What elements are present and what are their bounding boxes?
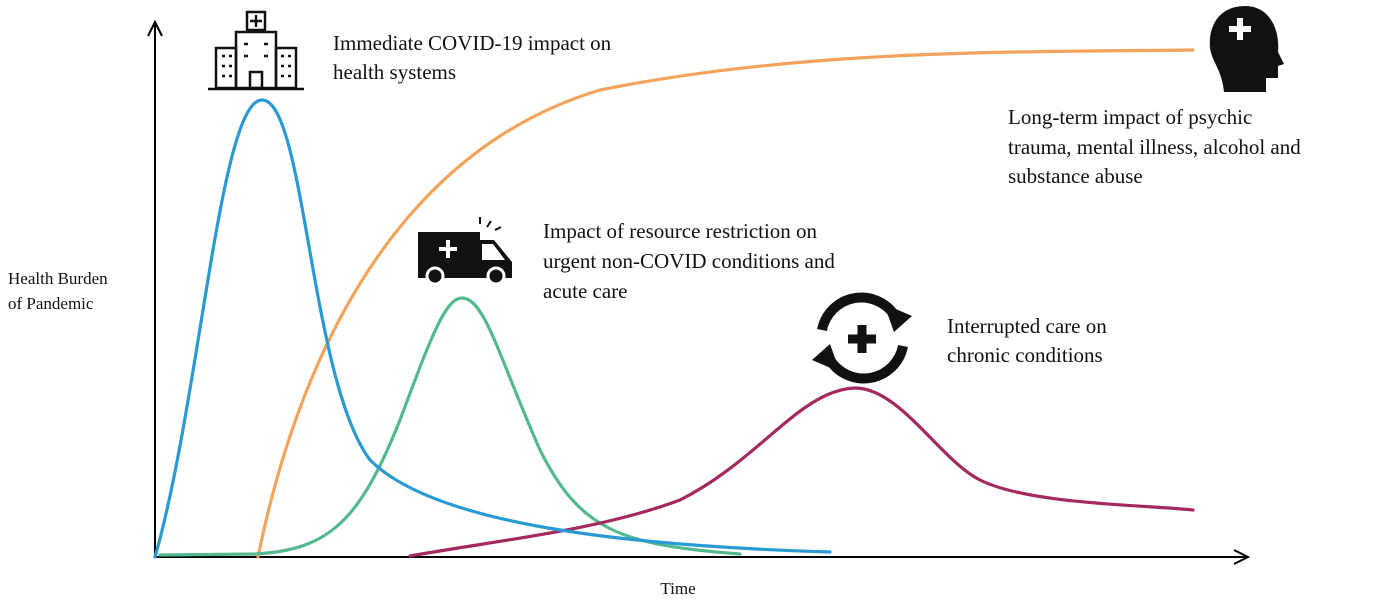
text-line: Immediate COVID-19 impact on [333,31,612,55]
text-line: trauma, mental illness, alcohol and [1008,135,1301,159]
text-line: Long-term impact of psychic [1008,105,1252,129]
x-axis-label: Time [660,579,695,598]
annotation: Immediate COVID-19 impact on health syst… [333,31,616,84]
y-arrow [147,19,163,37]
text-line: acute care [543,279,628,303]
y-axis-label: Health Burden of Pandemic [8,269,112,313]
text-line: Impact of resource restriction on [543,219,818,243]
cycle-icon [812,292,912,384]
text-line: Health Burden [8,269,108,288]
hospital-icon [208,10,304,91]
annotation: Interrupted care on chronic conditions [947,314,1112,367]
text-line: chronic conditions [947,343,1103,367]
curve-immediate [153,98,832,559]
axes [147,19,1251,565]
ambulance-icon [418,217,512,286]
annotation: Long-term impact of psychic trauma, ment… [1008,105,1306,188]
text-line: urgent non-COVID conditions and [543,249,835,273]
text-line: Interrupted care on [947,314,1107,338]
curve-urgent [158,296,742,557]
x-arrow [1233,549,1251,565]
curve-long-term [256,48,1195,559]
text-line: substance abuse [1008,164,1143,188]
head-icon [1209,6,1284,92]
annotation: Impact of resource restriction on urgent… [543,219,840,303]
text-line: of Pandemic [8,294,94,313]
text-line: health systems [333,60,456,84]
curve-chronic [408,386,1195,558]
